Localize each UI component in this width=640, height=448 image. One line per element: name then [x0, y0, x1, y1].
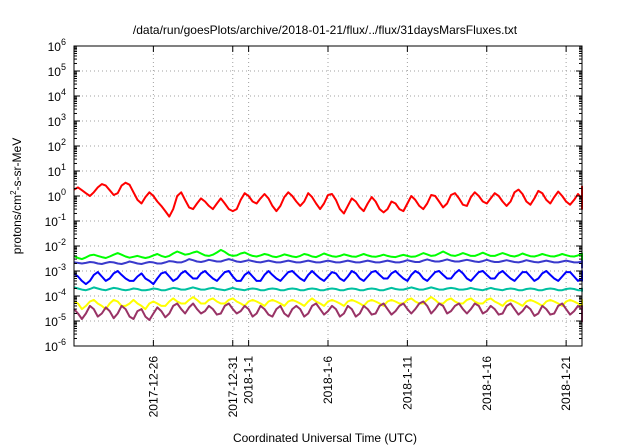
y-tick-label: 10-2	[45, 237, 66, 254]
x-tick-label: 2017-12-31	[226, 356, 240, 418]
y-tick-label: 101	[48, 162, 66, 179]
x-tick-label: 2017-12-26	[146, 356, 160, 418]
y-axis-label-main: protons/cm	[10, 195, 24, 254]
series-layer	[73, 181, 583, 323]
y-tick-label: 10-4	[45, 287, 66, 304]
x-tick-label: 2018-1-16	[480, 356, 494, 411]
y-tick-label: 106	[48, 37, 66, 54]
y-axis-label-superscript: 2	[9, 190, 18, 195]
x-tick-label: 2018-1-11	[400, 356, 414, 410]
y-tick-label: 10-5	[45, 312, 66, 329]
x-axis-label: Coordinated Universal Time (UTC)	[233, 431, 417, 445]
y-tick-label: 102	[48, 137, 66, 154]
y-tick-label: 105	[48, 62, 66, 79]
x-tick-label: 2018-1-6	[321, 356, 335, 404]
x-tick-label: 2018-1-21	[559, 356, 573, 411]
y-axis-label-rest: -s-sr-MeV	[10, 138, 24, 191]
series-line-3	[73, 269, 583, 286]
chart-title: /data/run/goesPlots/archive/2018-01-21/f…	[133, 23, 518, 37]
x-axis: 2017-12-26 2017-12-31 2018-1-1 2018-1-6 2018…	[146, 46, 573, 417]
y-tick-label: 10-3	[45, 262, 66, 279]
series-line-5	[73, 286, 583, 292]
series-line-1	[73, 181, 583, 218]
grid-lines	[74, 46, 582, 346]
x-tick-label: 2018-1-1	[242, 356, 256, 404]
y-tick-label: 10-1	[45, 212, 66, 229]
y-tick-label: 104	[48, 87, 66, 104]
y-tick-label: 103	[48, 112, 66, 129]
y-axis-label: protons/cm2-s-sr-MeV	[9, 138, 24, 254]
y-tick-label: 100	[48, 187, 66, 204]
y-axis: 10-6 10-5 10-4 10-3 10-2 10-1 100 101 102 103 104 1…	[45, 37, 582, 354]
series-line-7	[73, 300, 583, 323]
y-tick-label: 10-6	[45, 337, 66, 354]
